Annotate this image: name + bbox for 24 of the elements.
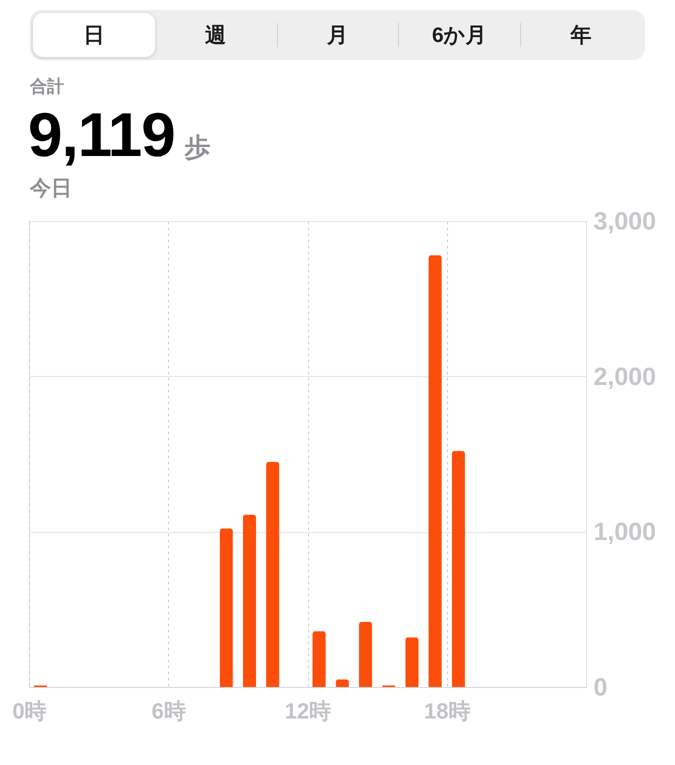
x-tick-label: 6時 (152, 698, 186, 724)
bar (358, 622, 372, 687)
bar (405, 637, 419, 687)
x-tick-label: 18時 (424, 698, 470, 724)
tab-button[interactable]: 週 (154, 13, 277, 57)
x-tick-label: 12時 (284, 698, 332, 724)
tab-button[interactable]: 6か月 (398, 13, 520, 57)
bar (452, 450, 465, 687)
chart-subtitle: 9,119 歩 (28, 101, 211, 170)
chart-title: 合計 (30, 77, 64, 97)
text: 今日 (30, 177, 72, 201)
selected-tab-button[interactable]: 日 (33, 13, 155, 57)
x-tick-label: 0時 (12, 698, 47, 724)
y-tick-label: 1,000 (594, 518, 656, 546)
bar (266, 462, 280, 687)
y-tick-label: 2,000 (594, 362, 656, 391)
tab-button[interactable]: 月 (276, 13, 398, 57)
bar (242, 514, 256, 687)
tab-button[interactable]: 年 (520, 13, 642, 57)
bar (220, 528, 233, 687)
y-tick-label: 3,000 (594, 208, 656, 236)
bar (428, 255, 442, 687)
y-tick-label: 0 (594, 674, 608, 702)
bar (312, 631, 326, 687)
